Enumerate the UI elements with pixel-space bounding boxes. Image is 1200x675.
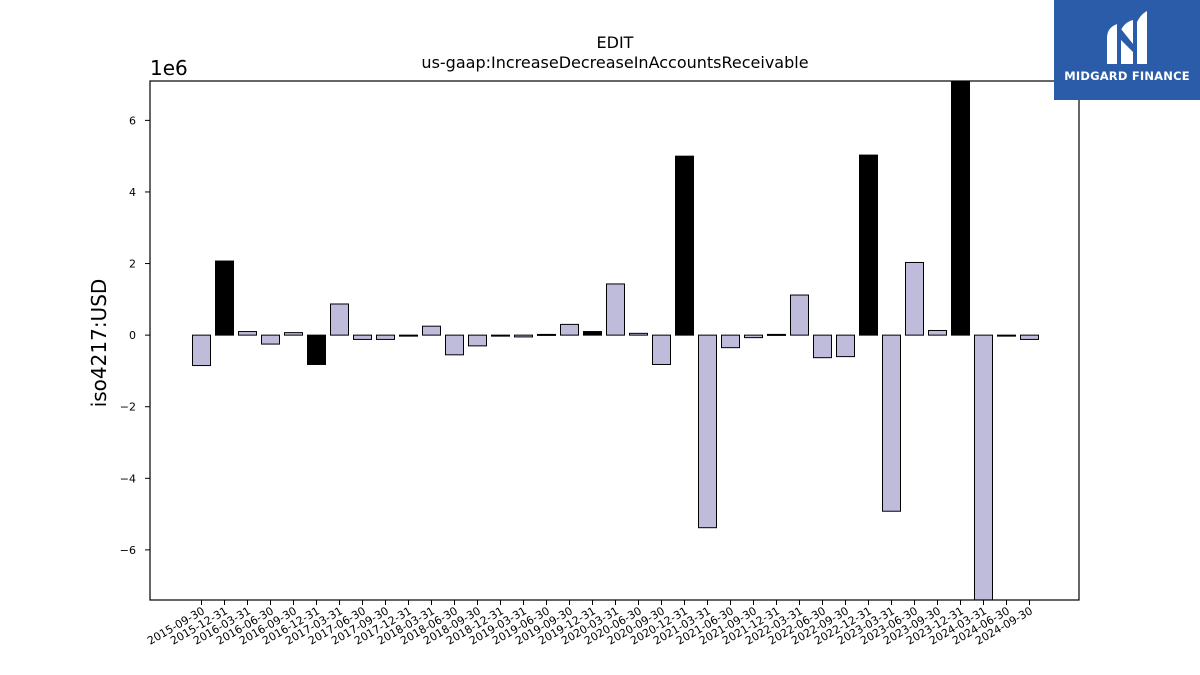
- bar-2016-09-30: [284, 332, 303, 336]
- bar-2019-03-31: [514, 334, 533, 338]
- bar-2021-12-31: [767, 333, 786, 336]
- y-tick-label: −2: [120, 401, 136, 414]
- bar-2016-12-31: [307, 334, 326, 365]
- bar-2019-12-31: [583, 331, 602, 336]
- chart-title: EDIT: [597, 33, 634, 52]
- y-tick-label: 6: [129, 114, 136, 127]
- bar-2022-12-31: [859, 154, 878, 336]
- bar-2022-06-30: [813, 334, 832, 359]
- bar-2024-09-30: [1020, 334, 1039, 340]
- chart-subtitle: us-gaap:IncreaseDecreaseInAccountsReceiv…: [421, 53, 808, 72]
- y-tick-label: 4: [129, 186, 136, 199]
- bar-2024-06-30: [997, 334, 1016, 337]
- y-tick-label: −4: [120, 472, 136, 485]
- bar-2018-06-30: [445, 334, 464, 356]
- bar-2018-03-31: [422, 325, 441, 336]
- bar-2017-09-30: [376, 334, 395, 340]
- bar-2023-09-30: [928, 329, 947, 336]
- bar-2021-06-30: [721, 334, 740, 349]
- logo-text: MIDGARD FINANCE: [1064, 69, 1190, 83]
- bar-2024-03-31: [974, 334, 993, 601]
- x-ticks: 2015-09-302015-12-312016-03-312016-06-30…: [145, 600, 1035, 648]
- bar-2019-06-30: [537, 333, 556, 336]
- bar-2017-03-31: [330, 303, 349, 336]
- bar-2021-03-31: [698, 334, 717, 529]
- y-ticks: −6 −4 −2 0 2 4 6: [120, 114, 150, 557]
- bar-2018-12-31: [491, 334, 510, 337]
- bar-2016-03-31: [238, 331, 257, 336]
- bar-2023-12-31: [951, 80, 970, 336]
- bar-2017-06-30: [353, 334, 372, 340]
- y-tick-label: 2: [129, 258, 136, 271]
- bar-2021-09-30: [744, 334, 763, 339]
- bar-2015-09-30: [192, 334, 211, 367]
- bar-2015-12-31: [215, 260, 234, 336]
- bar-2023-03-31: [882, 334, 901, 512]
- bar-2019-09-30: [560, 323, 579, 336]
- bar-2017-12-31: [399, 334, 418, 337]
- midgard-logo-icon: [1107, 11, 1147, 64]
- y-tick-label: −6: [120, 544, 136, 557]
- y-tick-label: 0: [129, 329, 136, 342]
- bar-2022-09-30: [836, 334, 855, 358]
- bar-2022-03-31: [790, 294, 809, 336]
- bar-2020-06-30: [629, 332, 648, 336]
- plot-frame: [149, 80, 1080, 601]
- bar-2023-06-30: [905, 261, 924, 336]
- y-axis-label: iso4217:USD: [87, 279, 111, 408]
- bar-2018-09-30: [468, 334, 487, 347]
- y-offset-label: 1e6: [150, 56, 188, 80]
- bars-layer: [192, 80, 1039, 601]
- bar-2020-09-30: [652, 334, 671, 365]
- brand-logo: MIDGARD FINANCE: [1054, 0, 1200, 100]
- bar-2020-03-31: [606, 283, 625, 336]
- bar-2020-12-31: [675, 155, 694, 336]
- bar-2016-06-30: [261, 334, 280, 345]
